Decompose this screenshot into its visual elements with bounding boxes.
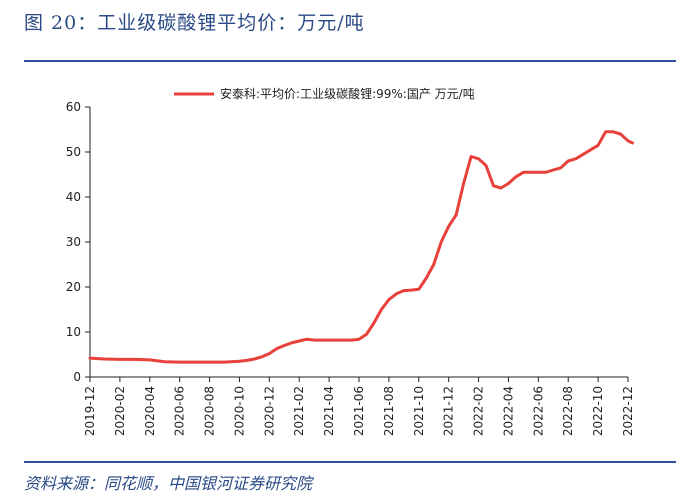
x-tick-label: 2020-08 <box>203 386 217 436</box>
series-layer <box>88 130 634 364</box>
x-tick-label: 2022-12 <box>621 386 635 436</box>
x-tick-label: 2022-08 <box>561 386 575 436</box>
y-tick-label: 0 <box>73 370 81 384</box>
x-tick-label: 2022-02 <box>472 386 486 436</box>
x-tick-label: 2021-12 <box>442 386 456 436</box>
x-tick-label: 2022-10 <box>591 386 605 436</box>
x-tick-label: 2020-04 <box>143 386 157 436</box>
y-tick-label: 30 <box>66 235 81 249</box>
x-tick-label: 2020-12 <box>262 386 276 436</box>
figure-title: 图 20：工业级碳酸锂平均价：万元/吨 <box>24 12 365 34</box>
legend-label: 安泰科:平均价:工业级碳酸锂:99%:国产 万元/吨 <box>220 86 475 101</box>
bottom-rule <box>24 461 676 463</box>
y-tick-label: 60 <box>66 100 81 114</box>
x-tick-label: 2022-06 <box>531 386 545 436</box>
x-tick-label: 2021-02 <box>292 386 306 436</box>
x-tick-label: 2021-08 <box>382 386 396 436</box>
source-note: 资料来源：同花顺，中国银河证券研究院 <box>24 474 313 493</box>
x-tick-label: 2021-06 <box>352 386 366 436</box>
y-tick-label: 50 <box>66 145 81 159</box>
x-tick-label: 2021-10 <box>412 386 426 436</box>
x-tick-label: 2021-04 <box>322 386 336 436</box>
y-tick-label: 10 <box>66 325 81 339</box>
x-tick-label: 2020-06 <box>173 386 187 436</box>
x-tick-label: 2020-10 <box>232 386 246 436</box>
series-line <box>88 130 634 364</box>
x-tick-label: 2020-02 <box>113 386 127 436</box>
x-tick-label: 2019-12 <box>83 386 97 436</box>
chart-axes: 0 10 20 30 40 50 60 2019-12 2020-02 2020-04 2020-0… <box>66 100 635 436</box>
top-rule <box>24 60 676 62</box>
x-tick-label: 2022-04 <box>501 386 515 436</box>
chart-legend: 安泰科:平均价:工业级碳酸锂:99%:国产 万元/吨 <box>174 86 475 101</box>
y-tick-label: 20 <box>66 280 81 294</box>
y-tick-label: 40 <box>66 190 81 204</box>
